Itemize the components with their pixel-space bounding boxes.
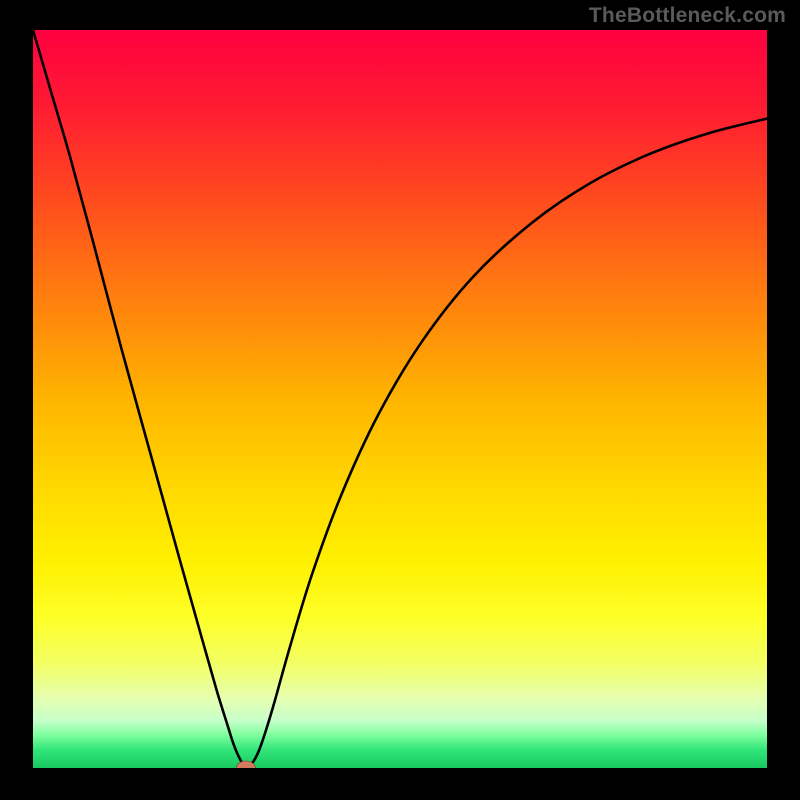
gradient-background	[33, 30, 767, 768]
plot-area	[33, 30, 767, 768]
plot-svg	[33, 30, 767, 768]
chart-frame: TheBottleneck.com	[0, 0, 800, 800]
watermark-text: TheBottleneck.com	[589, 4, 786, 28]
